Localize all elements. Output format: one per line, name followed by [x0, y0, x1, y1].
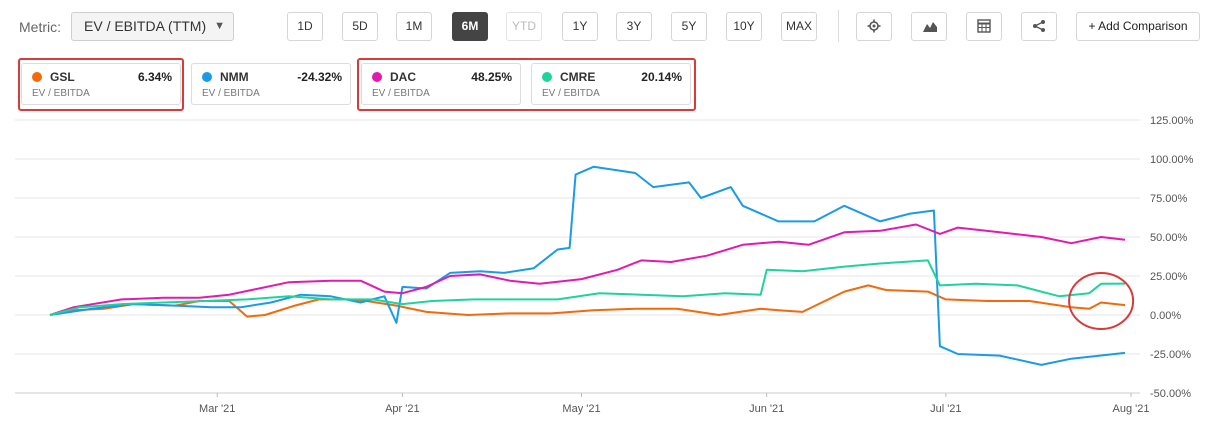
legend-card-gsl[interactable]: GSL 6.34% EV / EBITDA: [21, 63, 181, 105]
series-color-dot: [32, 72, 42, 82]
series-color-dot: [202, 72, 212, 82]
range-button-1m[interactable]: 1M: [396, 12, 432, 41]
y-tick-label: 0.00%: [1150, 310, 1181, 322]
metric-select[interactable]: EV / EBITDA (TTM) ▼: [71, 12, 234, 41]
range-button-1y[interactable]: 1Y: [562, 12, 598, 41]
card-change: 20.14%: [641, 70, 682, 84]
metric-select-value: EV / EBITDA (TTM): [84, 18, 207, 34]
range-button-10y[interactable]: 10Y: [726, 12, 762, 41]
range-button-5y[interactable]: 5Y: [671, 12, 707, 41]
gear-icon: [867, 19, 881, 33]
chart-type-button[interactable]: [911, 12, 947, 41]
card-metric: EV / EBITDA: [202, 88, 260, 99]
card-ticker: NMM: [220, 70, 249, 84]
y-tick-label: 100.00%: [1150, 154, 1194, 166]
card-metric: EV / EBITDA: [372, 88, 430, 99]
card-metric: EV / EBITDA: [542, 88, 600, 99]
highlight-box-dac-cmre: [357, 58, 696, 111]
x-tick-label: Mar '21: [199, 403, 235, 415]
card-change: 48.25%: [471, 70, 512, 84]
highlight-box-gsl: [18, 58, 184, 111]
card-ticker: GSL: [50, 70, 75, 84]
range-button-ytd: YTD: [506, 12, 542, 41]
x-tick-label: Jun '21: [749, 403, 784, 415]
legend-card-dac[interactable]: DAC 48.25% EV / EBITDA: [361, 63, 521, 105]
x-tick-label: Aug '21: [1112, 403, 1149, 415]
metric-label: Metric:: [19, 19, 61, 35]
x-tick-label: Jul '21: [930, 403, 961, 415]
x-tick-label: Apr '21: [385, 403, 420, 415]
range-button-max[interactable]: MAX: [781, 12, 817, 41]
table-icon: [977, 19, 991, 33]
card-ticker: CMRE: [560, 70, 596, 84]
share-button[interactable]: [1021, 12, 1057, 41]
series-line-nmm: [49, 165, 1126, 366]
add-comparison-button[interactable]: + Add Comparison: [1076, 12, 1200, 41]
series-line-cmre: [49, 259, 1126, 316]
series-color-dot: [372, 72, 382, 82]
range-button-5d[interactable]: 5D: [342, 12, 378, 41]
share-icon: [1033, 20, 1045, 32]
y-tick-label: 75.00%: [1150, 193, 1188, 205]
legend-card-nmm[interactable]: NMM -24.32% EV / EBITDA: [191, 63, 351, 105]
chevron-down-icon: ▼: [214, 20, 225, 32]
series-color-dot: [542, 72, 552, 82]
range-button-1d[interactable]: 1D: [287, 12, 323, 41]
settings-button[interactable]: [856, 12, 892, 41]
toolbar-divider: [838, 10, 839, 42]
annotation-circle: [1068, 271, 1135, 330]
table-view-button[interactable]: [966, 12, 1002, 41]
y-tick-label: 25.00%: [1150, 271, 1188, 283]
line-chart: 125.00% 100.00% 75.00% 50.00% 25.00% 0.00% -25…: [15, 115, 1194, 415]
y-tick-label: 125.00%: [1150, 115, 1194, 127]
legend-card-cmre[interactable]: CMRE 20.14% EV / EBITDA: [531, 63, 691, 105]
x-tick-label: May '21: [562, 403, 600, 415]
area-chart-icon: [923, 22, 937, 32]
toolbar: Metric: EV / EBITDA (TTM) ▼ 1D 5D 1M 6M YTD 1…: [0, 0, 1215, 50]
range-button-6m[interactable]: 6M: [452, 12, 488, 41]
card-change: -24.32%: [297, 70, 342, 84]
card-ticker: DAC: [390, 70, 416, 84]
series-line-dac: [49, 223, 1126, 316]
y-tick-label: 50.00%: [1150, 232, 1188, 244]
y-tick-label: -50.00%: [1150, 388, 1191, 400]
y-tick-label: -25.00%: [1150, 349, 1191, 361]
range-button-3y[interactable]: 3Y: [616, 12, 652, 41]
card-metric: EV / EBITDA: [32, 88, 90, 99]
card-change: 6.34%: [137, 70, 172, 84]
